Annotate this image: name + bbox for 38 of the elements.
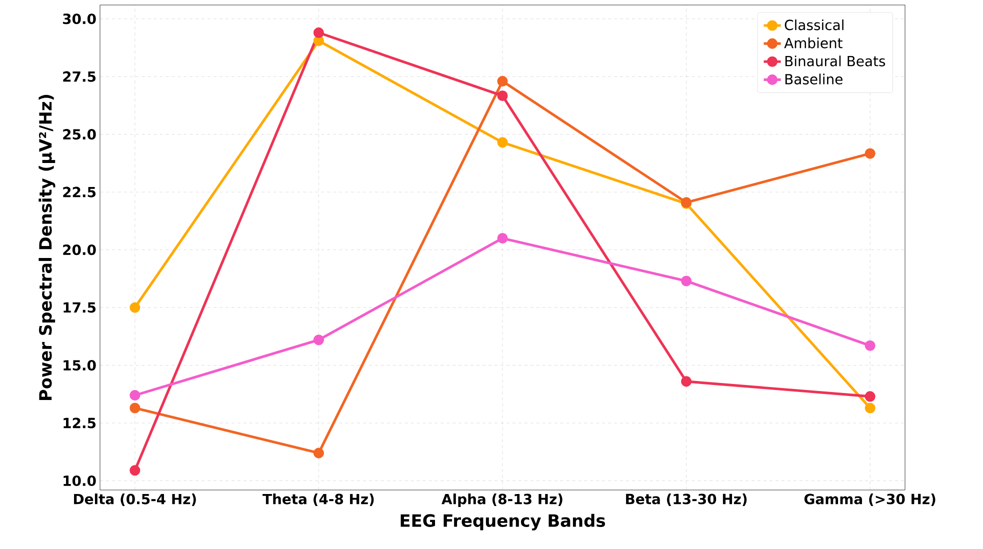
y-tick-label: 22.5	[63, 186, 96, 198]
point	[313, 334, 324, 346]
y-axis-title: Power Spectral Density (µV²/Hz)	[38, 94, 56, 400]
point	[864, 148, 876, 159]
y-tick-label: 25.0	[63, 129, 96, 140]
point	[497, 232, 508, 244]
x-tick-label: Gamma (>30 Hz)	[804, 494, 936, 506]
x-tick-label: Alpha (8-13 Hz)	[442, 494, 562, 508]
point	[497, 90, 508, 102]
y-tick-label: 17.5	[64, 302, 96, 313]
legend-label: Baseline	[785, 74, 842, 84]
x-tick-label: Delta (0.5-4 Hz)	[74, 494, 196, 506]
y-tick-label: 27.5	[63, 71, 96, 82]
x-axis-title: EEG Frequency Bands	[400, 514, 605, 530]
point	[313, 448, 324, 458]
x-tick-label: Theta (4-8 Hz)	[262, 494, 374, 506]
point	[864, 391, 876, 402]
point	[681, 376, 692, 387]
legend-label: Binaural Beats	[785, 56, 886, 66]
point	[864, 340, 876, 351]
point	[681, 276, 692, 286]
point	[130, 302, 140, 313]
legend-label: Classical	[784, 19, 844, 30]
point	[130, 390, 140, 401]
y-tick-label: 10.0	[64, 475, 96, 486]
point	[497, 76, 508, 86]
point	[497, 137, 508, 148]
point	[130, 465, 140, 476]
legend-label: Ambient	[784, 38, 842, 48]
point	[313, 36, 324, 46]
x-tick-label: Beta (13-30 Hz)	[626, 494, 747, 506]
point	[313, 27, 324, 38]
point	[130, 402, 140, 414]
y-tick-label: 30.0	[63, 14, 96, 24]
point	[864, 402, 876, 414]
y-tick-label: 12.5	[64, 418, 96, 428]
y-tick-label: 15.0	[64, 360, 96, 371]
y-tick-label: 20.0	[63, 244, 96, 256]
